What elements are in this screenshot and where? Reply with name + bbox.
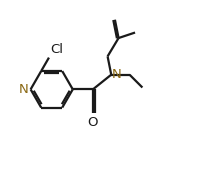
Text: N: N xyxy=(19,83,28,96)
Text: O: O xyxy=(88,116,98,129)
Text: N: N xyxy=(112,68,122,81)
Text: Cl: Cl xyxy=(50,43,63,56)
